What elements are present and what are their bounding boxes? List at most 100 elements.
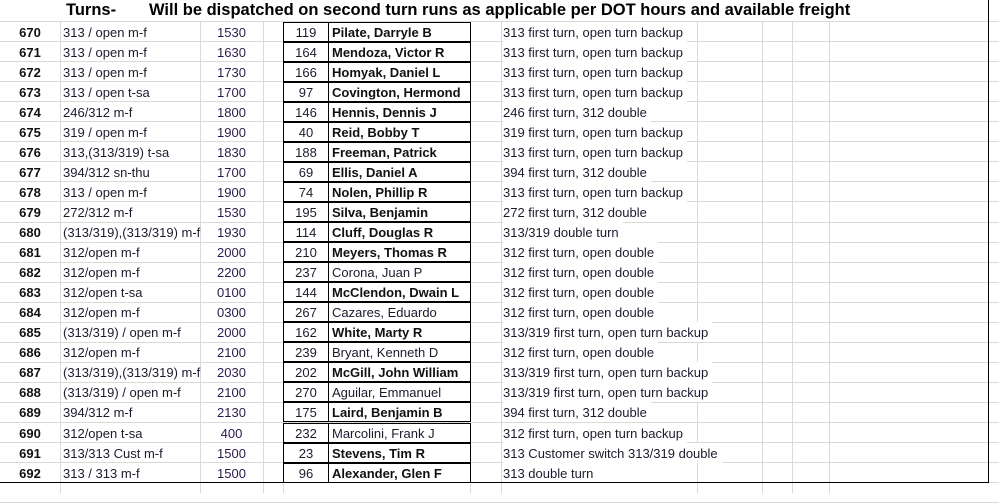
driver-name-cell[interactable]: Stevens, Tim R [328,442,471,463]
note-cell[interactable]: 312 first turn, open double [503,242,659,263]
time-cell[interactable]: 1530 [217,204,246,220]
driver-id-cell[interactable]: 195 [283,201,329,222]
driver-name-cell[interactable]: Nolen, Phillip R [328,181,471,202]
row-number-cell[interactable]: 689 [19,405,41,421]
row-number-cell[interactable]: 685 [19,325,41,341]
row-number-cell[interactable]: 675 [19,124,41,140]
turn-cell[interactable]: 313 / open m-f [63,24,147,40]
note-cell[interactable]: 312 first turn, open double [503,282,659,303]
turn-cell[interactable]: 313 / open m-f [63,44,147,60]
turn-cell[interactable]: 312/open m-f [63,265,140,281]
time-cell[interactable]: 1700 [217,84,246,100]
row-number-cell[interactable]: 687 [19,365,41,381]
driver-id-cell[interactable]: 239 [283,342,329,363]
driver-id-cell[interactable]: 166 [283,61,329,82]
dispatch-notice[interactable]: Will be dispatched on second turn runs a… [149,1,851,19]
note-cell[interactable]: 312 first turn, open double [503,302,659,323]
turn-cell[interactable]: 312/open m-f [63,305,140,321]
time-cell[interactable]: 2030 [217,365,246,381]
turn-cell[interactable]: 313,(313/319) t-sa [63,144,170,160]
driver-id-cell[interactable]: 202 [283,362,329,383]
driver-id-cell[interactable]: 119 [283,21,329,42]
time-cell[interactable]: 1800 [217,104,246,120]
row-number-cell[interactable]: 674 [19,104,41,120]
row-number-cell[interactable]: 683 [19,285,41,301]
time-cell[interactable]: 1500 [217,445,246,461]
turn-cell[interactable]: 394/312 m-f [63,405,133,421]
note-cell[interactable]: 313 first turn, open turn backup [503,41,687,62]
time-cell[interactable]: 2130 [217,405,246,421]
note-cell[interactable]: 313 first turn, open turn backup [503,181,687,202]
driver-name-cell[interactable]: Silva, Benjamin [328,201,471,222]
note-cell[interactable]: 313/319 first turn, open turn backup [503,322,713,343]
row-number-cell[interactable]: 691 [19,445,41,461]
note-cell[interactable]: 313 first turn, open turn backup [503,141,687,162]
turn-cell[interactable]: 313 / open t-sa [63,84,150,100]
time-cell[interactable]: 1630 [217,44,246,60]
driver-id-cell[interactable]: 188 [283,141,329,162]
driver-name-cell[interactable]: Marcolini, Frank J [328,422,471,443]
driver-id-cell[interactable]: 232 [283,422,329,443]
driver-id-cell[interactable]: 267 [283,302,329,323]
driver-id-cell[interactable]: 144 [283,282,329,303]
driver-name-cell[interactable]: Cazares, Eduardo [328,302,471,323]
time-cell[interactable]: 0100 [217,285,246,301]
row-number-cell[interactable]: 692 [19,465,41,481]
driver-id-cell[interactable]: 69 [283,161,329,182]
turn-cell[interactable]: 272/312 m-f [63,204,133,220]
row-number-cell[interactable]: 673 [19,84,41,100]
driver-name-cell[interactable]: McGill, John William [328,362,471,383]
driver-name-cell[interactable]: Cluff, Douglas R [328,222,471,242]
driver-id-cell[interactable]: 96 [283,462,329,483]
row-number-cell[interactable]: 684 [19,305,41,321]
turn-cell[interactable]: (313/319) / open m-f [63,385,181,401]
time-cell[interactable]: 1530 [217,24,246,40]
note-cell[interactable]: 394 first turn, 312 double [503,402,651,423]
driver-id-cell[interactable]: 237 [283,262,329,283]
time-cell[interactable]: 1900 [217,124,246,140]
driver-name-cell[interactable]: Alexander, Glen F [328,462,471,483]
turn-cell[interactable]: (313/319),(313/319) m-f [63,365,201,381]
driver-id-cell[interactable]: 74 [283,181,329,202]
driver-name-cell[interactable]: Hennis, Dennis J [328,101,471,122]
turn-cell[interactable]: 313 / open m-f [63,64,147,80]
note-cell[interactable]: 246 first turn, 312 double [503,101,651,122]
driver-name-cell[interactable]: Reid, Bobby T [328,121,471,142]
row-number-cell[interactable]: 680 [19,225,41,240]
turn-cell[interactable]: 313 / 313 m-f [63,465,140,481]
driver-name-cell[interactable]: Meyers, Thomas R [328,242,471,263]
time-cell[interactable]: 1900 [217,184,246,200]
turn-cell[interactable]: 313/313 Cust m-f [63,445,163,461]
driver-id-cell[interactable]: 97 [283,81,329,102]
note-cell[interactable]: 313/319 first turn, open turn backup [503,382,713,403]
row-number-cell[interactable]: 677 [19,164,41,180]
time-cell[interactable]: 1830 [217,144,246,160]
row-number-cell[interactable]: 681 [19,245,41,261]
row-number-cell[interactable]: 690 [19,425,41,441]
turn-cell[interactable]: (313/319) / open m-f [63,325,181,341]
driver-id-cell[interactable]: 175 [283,402,329,423]
row-number-cell[interactable]: 676 [19,144,41,160]
time-cell[interactable]: 2000 [217,325,246,341]
note-cell[interactable]: 313 first turn, open turn backup [503,61,687,82]
row-number-cell[interactable]: 686 [19,345,41,361]
time-cell[interactable]: 2200 [217,265,246,281]
row-number-cell[interactable]: 670 [19,24,41,40]
note-cell[interactable]: 312 first turn, open turn backup [503,422,687,443]
driver-name-cell[interactable]: Corona, Juan P [328,262,471,283]
driver-name-cell[interactable]: McClendon, Dwain L [328,282,471,303]
row-number-cell[interactable]: 678 [19,184,41,200]
turn-cell[interactable]: 319 / open m-f [63,124,147,140]
note-cell[interactable]: 312 first turn, open double [503,262,659,283]
driver-name-cell[interactable]: Pilate, Darryle B [328,21,471,42]
time-cell[interactable]: 1700 [217,164,246,180]
driver-name-cell[interactable]: Aguilar, Emmanuel [328,382,471,403]
driver-name-cell[interactable]: Laird, Benjamin B [328,402,471,423]
time-cell[interactable]: 2100 [217,345,246,361]
driver-id-cell[interactable]: 146 [283,101,329,122]
time-cell[interactable]: 2000 [217,245,246,261]
row-number-cell[interactable]: 688 [19,385,41,401]
note-cell[interactable]: 272 first turn, 312 double [503,201,651,222]
driver-name-cell[interactable]: White, Marty R [328,322,471,343]
row-number-cell[interactable]: 682 [19,265,41,281]
